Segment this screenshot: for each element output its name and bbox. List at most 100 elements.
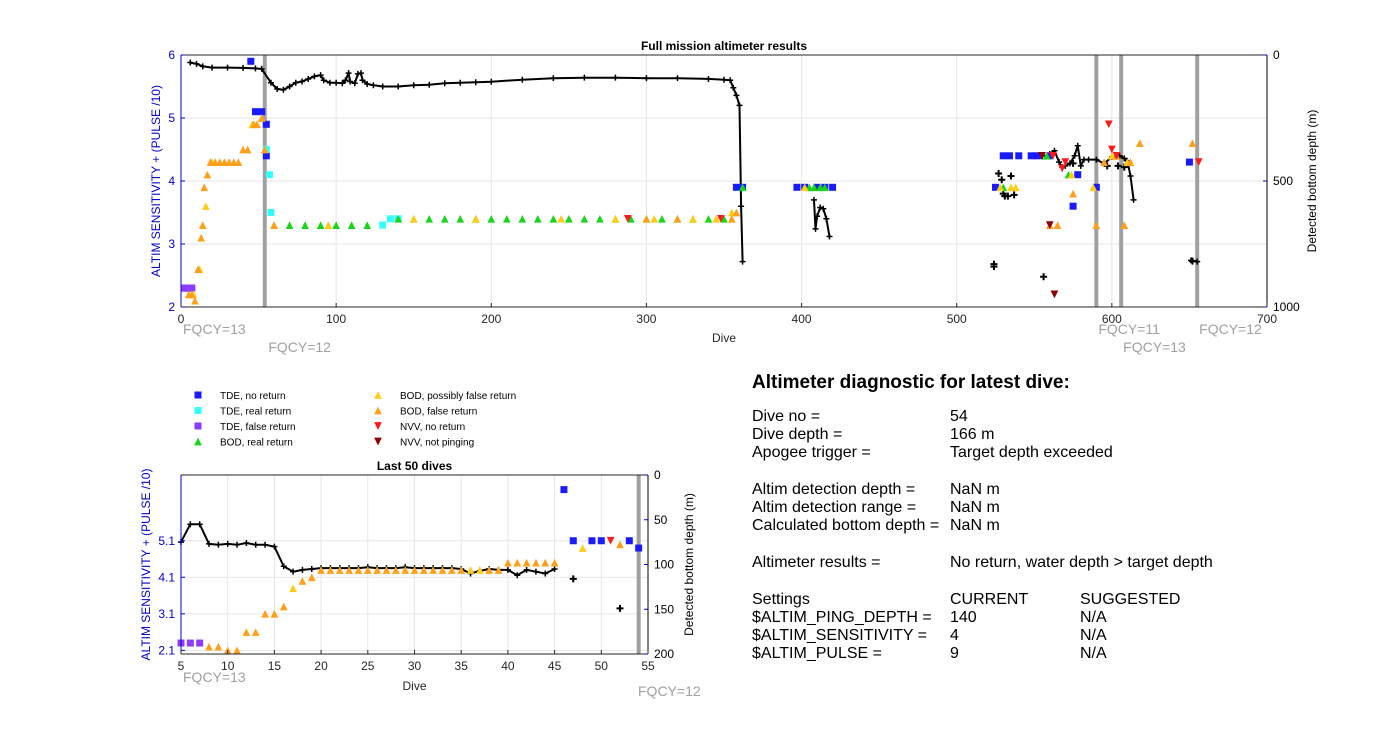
bod-real-return-marker xyxy=(301,221,309,229)
y2-tick-label: 0 xyxy=(1273,48,1280,62)
nvv-no-return-marker xyxy=(1061,158,1070,166)
detection-depth-value: NaN m xyxy=(950,481,1000,498)
bod-possibly-false-marker xyxy=(557,214,565,223)
bod-false-return-marker xyxy=(270,221,278,229)
bod-possibly-false-marker xyxy=(689,214,697,223)
bod-real-return-marker xyxy=(738,183,747,192)
bod-false-return-marker xyxy=(261,609,269,618)
y-tick-label: 5.1 xyxy=(158,534,175,548)
detection-range-value: NaN m xyxy=(950,499,1000,516)
bottom-depth-point xyxy=(320,77,327,84)
bod-real-return-marker xyxy=(332,221,340,229)
bod-false-return-marker xyxy=(279,602,288,611)
tde-no-return-marker xyxy=(262,152,270,160)
bod-real-return-marker xyxy=(425,214,434,223)
tde-no-return-marker xyxy=(732,183,740,191)
bottom-depth-point xyxy=(274,86,281,93)
bottom-depth-point xyxy=(308,565,315,572)
bod-real-return-marker xyxy=(820,183,829,192)
bod-real-return-marker xyxy=(347,221,356,229)
x-tick-label: 300 xyxy=(636,312,656,326)
bod-false-return-marker xyxy=(485,566,494,574)
bod-false-return-marker xyxy=(354,566,363,574)
bod-false-return-marker xyxy=(234,158,243,166)
setting-suggested: N/A xyxy=(1080,609,1107,626)
bod-false-return-marker xyxy=(457,566,466,574)
tde-false-return-marker xyxy=(196,639,204,647)
bottom-depth-point xyxy=(209,64,216,71)
legend-label: BOD, false return xyxy=(400,407,477,418)
y2-tick-label: 50 xyxy=(654,513,668,527)
y-axis-label: ALTIM SENSITIVITY + (PULSE /10) xyxy=(139,469,153,661)
bottom-depth-point xyxy=(234,541,241,548)
tde-no-return-marker xyxy=(1033,152,1041,160)
bod-false-return-marker xyxy=(1120,221,1129,229)
bod-real-return-marker xyxy=(502,214,511,223)
bottom-depth-point xyxy=(187,59,194,66)
bottom-depth-point xyxy=(820,205,827,212)
y2-tick-label: 1000 xyxy=(1273,300,1300,314)
setting-name: $ALTIM_PULSE = xyxy=(752,645,882,662)
bottom-depth-point xyxy=(472,79,479,86)
bod-possibly-false-marker xyxy=(611,214,620,223)
tde-no-return-marker xyxy=(1027,152,1035,160)
bod-possibly-false-marker xyxy=(289,584,297,593)
bottom-depth-point xyxy=(339,80,346,87)
bottom-depth-point xyxy=(357,70,364,77)
bottom-depth-point xyxy=(814,213,821,220)
bottom-depth-point xyxy=(810,196,817,203)
y-tick-label: 5 xyxy=(168,111,175,125)
bottom-depth-point xyxy=(196,521,203,528)
bottom-depth-point xyxy=(206,540,213,547)
x-tick-label: 30 xyxy=(408,659,422,673)
bod-false-return-marker xyxy=(197,233,206,242)
legend-label: TDE, false return xyxy=(220,422,296,433)
bod-false-return-marker xyxy=(200,183,209,192)
bottom-depth-point xyxy=(379,83,386,90)
bod-false-return-marker xyxy=(317,566,325,574)
bottom-depth-point xyxy=(739,258,746,265)
bod-false-return-marker xyxy=(198,221,207,229)
bottom-depth-point xyxy=(523,566,530,573)
apogee-value: Target depth exceeded xyxy=(950,444,1113,461)
detection-depth-label: Altim detection depth = xyxy=(752,481,916,498)
bod-false-return-marker xyxy=(243,145,252,154)
bottom-depth-point xyxy=(333,79,340,86)
bod-real-return-marker xyxy=(1042,151,1051,160)
bottom-depth-point xyxy=(817,204,824,211)
bottom-depth-point xyxy=(193,60,200,67)
dive-no-label: Dive no = xyxy=(752,408,821,425)
bottom-depth-point xyxy=(514,572,521,579)
tde-no-return-marker xyxy=(813,183,821,191)
bod-false-return-marker xyxy=(260,145,269,154)
bod-real-return-marker xyxy=(487,214,496,223)
apogee-label: Apogee trigger = xyxy=(752,444,871,461)
bottom-depth-point xyxy=(252,65,259,72)
bod-possibly-false-marker xyxy=(1011,183,1020,192)
tde-no-return-marker xyxy=(588,537,596,545)
bottom-depth-point xyxy=(292,79,299,86)
bod-real-return-marker xyxy=(720,214,728,223)
tde-real-return-marker xyxy=(265,171,273,179)
bottom-depth-point xyxy=(224,540,231,547)
tde-real-return-marker xyxy=(267,209,275,216)
bottom-depth-point xyxy=(262,541,269,548)
bottom-depth-point xyxy=(252,541,259,548)
x-axis-label: Dive xyxy=(402,679,426,693)
bod-false-return-marker xyxy=(382,566,391,574)
bottom-depth-point xyxy=(550,75,557,82)
setting-current: 4 xyxy=(950,627,959,644)
tde-no-return-marker xyxy=(258,108,266,116)
setting-suggested: N/A xyxy=(1080,627,1107,644)
y2-tick-label: 0 xyxy=(654,468,661,482)
fqcy-label: FQCY=11 xyxy=(1098,321,1160,337)
x-tick-label: 100 xyxy=(326,312,346,326)
bod-false-return-marker xyxy=(494,566,503,574)
x-tick-label: 600 xyxy=(1102,312,1122,326)
bod-false-return-marker xyxy=(513,558,522,567)
bottom-depth-point xyxy=(271,543,278,550)
bod-possibly-false-marker xyxy=(324,221,333,229)
bottom-depth-point xyxy=(224,64,231,71)
diagnostic-panel: Altimeter diagnostic for latest dive: Di… xyxy=(752,372,1392,663)
